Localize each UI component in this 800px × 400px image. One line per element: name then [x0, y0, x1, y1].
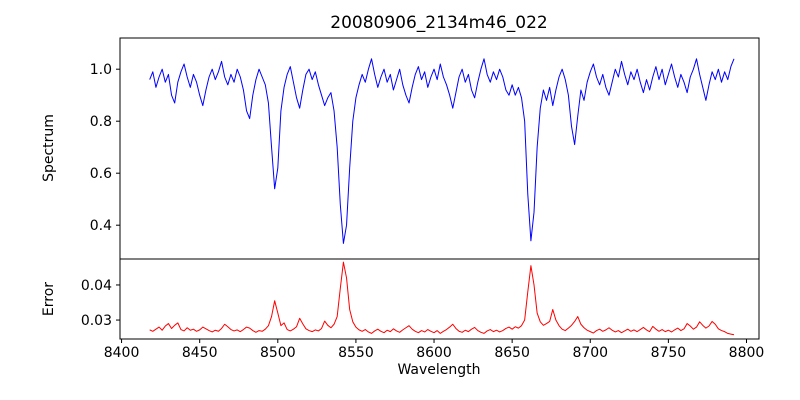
y-tick-label: 0.6 [90, 166, 112, 182]
y-tick-label: 0.8 [90, 114, 112, 130]
spectrum-line [149, 58, 735, 244]
x-tick-label: 8500 [260, 345, 296, 361]
error-line [149, 261, 735, 336]
x-tick-label: 8800 [729, 345, 765, 361]
x-tick-label: 8750 [651, 345, 687, 361]
y-tick-label: 0.04 [81, 278, 112, 294]
y-tick-label: 1.0 [90, 62, 112, 78]
y-axis-label-spectrum: Spectrum [41, 114, 57, 182]
y-axis-label-error: Error [41, 282, 57, 316]
y-tick-label: 0.4 [90, 218, 112, 234]
y-tick-label: 0.03 [81, 313, 112, 329]
x-tick-label: 8600 [416, 345, 452, 361]
plot-area: 0.4 0.6 0.8 1.0 0.03 0.04 8400 8450 8500 8550 8600… [81, 37, 765, 361]
x-tick-label: 8550 [338, 345, 374, 361]
x-tick-label: 8700 [572, 345, 608, 361]
x-tick-label: 8450 [182, 345, 218, 361]
spectrum-panel-border [119, 37, 760, 260]
chart-title: 20080906_2134m46_022 [330, 13, 547, 33]
error-panel-border [119, 258, 760, 340]
x-axis-label: Wavelength [397, 362, 480, 378]
x-tick-label: 8650 [494, 345, 530, 361]
x-tick-label: 8400 [104, 345, 140, 361]
